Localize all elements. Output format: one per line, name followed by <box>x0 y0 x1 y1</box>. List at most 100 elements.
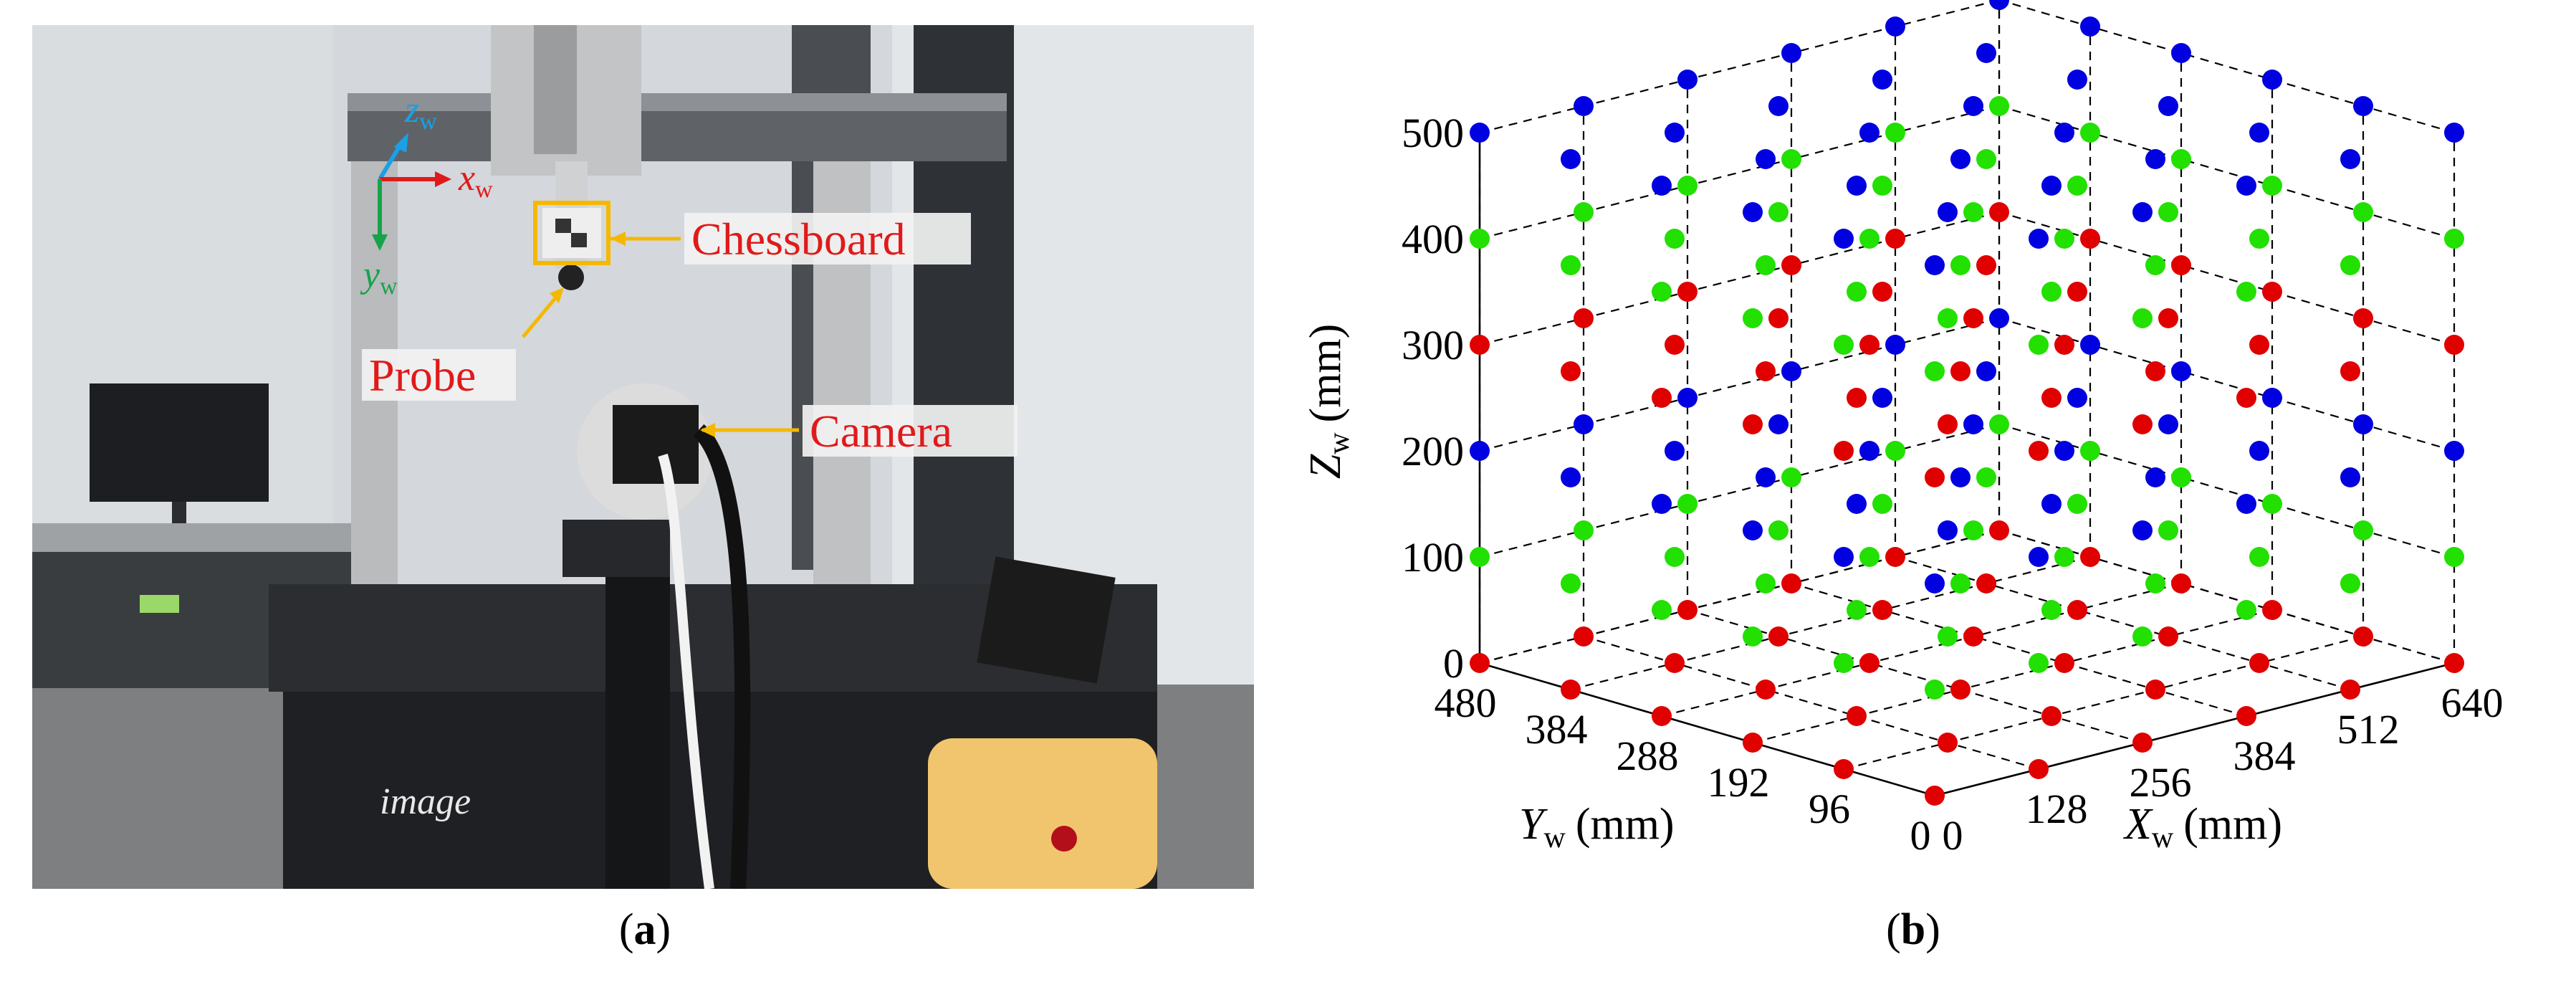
floor-gridline-y <box>1752 609 2273 744</box>
data-point <box>1834 441 1854 461</box>
data-point <box>2262 70 2282 90</box>
caption-b: (b) <box>1886 905 1940 954</box>
data-point <box>2340 467 2360 487</box>
y-tick-label: 480 <box>1435 680 1497 726</box>
data-point <box>1756 255 1776 275</box>
data-point <box>2249 335 2269 355</box>
data-point <box>2353 520 2373 540</box>
data-point <box>2171 43 2191 63</box>
photo-panel: image zw xw yw Chessboard Probe Camera <box>32 25 1254 889</box>
chessboard-label-bg <box>684 213 971 264</box>
y-axis-line <box>1479 662 1935 797</box>
probe-label: Probe <box>369 350 476 401</box>
data-point <box>1925 467 1945 487</box>
data-point <box>2444 547 2464 567</box>
data-point <box>1976 43 1996 63</box>
data-point <box>2067 494 2087 514</box>
data-point <box>2067 176 2087 196</box>
data-point <box>1677 176 1698 196</box>
data-point <box>1561 680 1581 700</box>
data-point <box>1938 733 1958 753</box>
data-point <box>1834 759 1854 779</box>
side-wall-gridline-horizontal <box>1998 529 2455 664</box>
data-point <box>1561 255 1581 275</box>
data-point <box>2054 441 2074 461</box>
data-point <box>1665 123 1685 143</box>
data-point <box>2262 388 2282 408</box>
chessboard-square-1 <box>555 219 571 233</box>
y-tick-label: 192 <box>1708 759 1770 806</box>
data-point <box>1561 361 1581 381</box>
data-point <box>1665 441 1685 461</box>
data-point <box>1574 520 1594 540</box>
data-point <box>2353 414 2373 434</box>
data-point <box>1938 626 1958 647</box>
z-tick-label: 300 <box>1402 322 1464 368</box>
data-point <box>2132 414 2153 434</box>
data-point <box>2262 282 2282 302</box>
data-point <box>1768 308 1789 328</box>
data-point <box>1925 361 1945 381</box>
y-tick-label: 0 <box>1910 812 1931 859</box>
data-point <box>2054 653 2074 673</box>
data-point <box>1652 494 1672 514</box>
data-point <box>2340 361 2360 381</box>
data-point <box>2054 123 2074 143</box>
data-point <box>1989 520 2009 540</box>
data-point <box>1677 388 1698 408</box>
data-point <box>1963 520 1983 540</box>
data-point <box>2353 202 2373 222</box>
z-axis-title: Zw(mm) <box>1301 324 1356 480</box>
data-point <box>2262 600 2282 620</box>
x-axis-label: xw <box>458 158 493 203</box>
data-point <box>1989 202 2009 222</box>
data-point <box>2145 467 2165 487</box>
data-point <box>1768 202 1789 222</box>
data-point <box>2067 388 2087 408</box>
floor-gridline-y <box>1661 582 2182 718</box>
data-point <box>1677 70 1698 90</box>
back-wall-gridline-horizontal <box>1479 423 2000 558</box>
plot-ticks: 0100200300400500096192288384480012825638… <box>1402 110 2504 859</box>
data-point <box>2236 494 2256 514</box>
data-point <box>1938 202 1958 222</box>
z-axis-label: zw <box>404 90 437 135</box>
yellow-device <box>928 738 1157 889</box>
data-point <box>1859 229 1880 249</box>
data-point <box>1756 361 1776 381</box>
data-point <box>2080 16 2100 37</box>
data-point <box>2054 229 2074 249</box>
data-point <box>1950 573 1971 594</box>
probe-label-bg <box>362 349 516 401</box>
data-point <box>1989 0 2009 10</box>
red-button <box>1051 826 1077 852</box>
data-point <box>2145 255 2165 275</box>
data-point <box>1470 335 1490 355</box>
data-point <box>1781 255 1801 275</box>
data-point <box>1885 441 1905 461</box>
data-point <box>2353 626 2373 647</box>
camera-callout-arrowhead <box>700 423 715 437</box>
cmm-bridge-top <box>348 93 1007 111</box>
data-point <box>2158 96 2178 116</box>
data-point <box>2444 229 2464 249</box>
data-point <box>2041 176 2062 196</box>
data-point <box>2132 308 2153 328</box>
data-point <box>2029 229 2049 249</box>
data-point <box>1665 547 1685 567</box>
data-point <box>1885 229 1905 249</box>
cmm-spindle-shadow <box>534 25 577 154</box>
data-point <box>1743 520 1763 540</box>
side-wall-gridline-horizontal <box>1998 211 2455 346</box>
data-point <box>2080 335 2100 355</box>
data-point <box>2029 335 2049 355</box>
data-point <box>2067 282 2087 302</box>
data-point <box>2080 229 2100 249</box>
camera-cable <box>693 424 751 889</box>
tripod-head <box>562 520 670 577</box>
plot-points <box>1470 0 2464 806</box>
z-axis-arrow <box>378 142 403 181</box>
data-point <box>1989 96 2009 116</box>
data-point <box>1561 467 1581 487</box>
data-point <box>1574 414 1594 434</box>
